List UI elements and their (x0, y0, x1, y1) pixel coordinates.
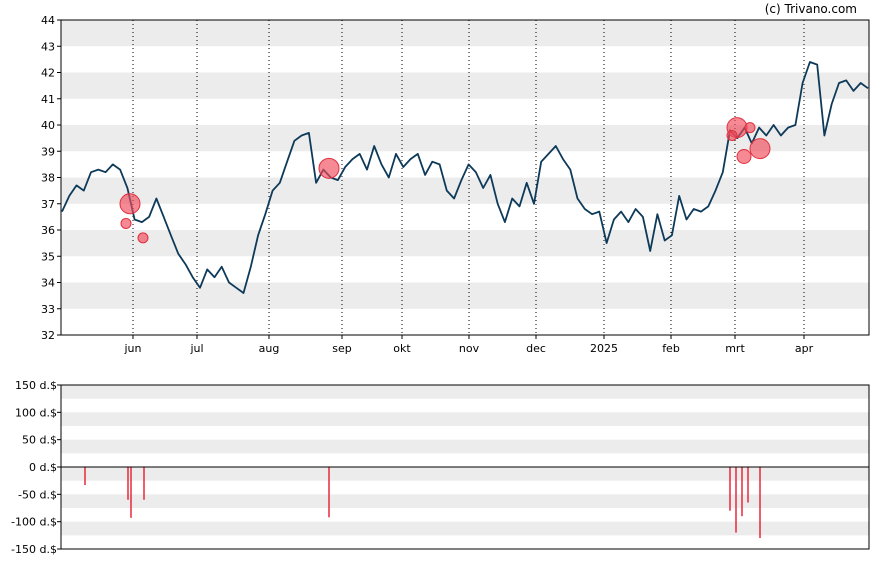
price-y-tick-label: 40 (41, 119, 55, 132)
transaction-marker (749, 138, 771, 160)
transaction-marker (119, 193, 141, 215)
price-y-tick-label: 43 (41, 40, 55, 53)
x-tick-label: mrt (725, 342, 745, 355)
x-tick-label: aug (259, 342, 280, 355)
price-y-tick-labels: 32 33 34 35 36 37 38 39 40 41 42 43 44 (41, 14, 55, 342)
transaction-band (61, 521, 869, 536)
price-y-tick-label: 42 (41, 67, 55, 80)
transaction-marker (120, 217, 132, 229)
price-y-tick-label: 44 (41, 14, 55, 27)
price-y-tick-label: 33 (41, 303, 55, 316)
transaction-y-tick-label: -50 d.$ (18, 488, 57, 501)
transaction-y-tick-label: 100 d.$ (15, 406, 57, 419)
month-gridlines (132, 20, 805, 335)
transaction-marker (318, 157, 340, 179)
transaction-band (61, 412, 869, 426)
x-tick-label: 2025 (590, 342, 618, 355)
price-y-tick-label: 38 (41, 172, 55, 185)
transaction-marker (726, 130, 738, 141)
x-tick-label: jun (124, 342, 142, 355)
x-tick-label: jul (189, 342, 203, 355)
price-band (61, 282, 869, 309)
transaction-bars (84, 467, 761, 539)
transaction-marker (137, 232, 149, 244)
x-tick-label: dec (526, 342, 546, 355)
transaction-y-tick-label: 150 d.$ (15, 379, 57, 392)
x-tick-label: apr (795, 342, 814, 355)
transaction-y-tick-labels: -150 d.$ -100 d.$ -50 d.$ 0 d.$ 50 d.$ 100 d.… (11, 379, 57, 556)
transaction-band (61, 385, 869, 399)
price-y-tick-label: 34 (41, 277, 55, 290)
price-y-tick-label: 36 (41, 224, 55, 237)
transaction-y-tick-label: -150 d.$ (11, 543, 57, 556)
transaction-band (61, 494, 869, 508)
price-band (61, 72, 869, 99)
transaction-band (61, 439, 869, 454)
transaction-band (61, 467, 869, 481)
credit-label: (c) Trivano.com (765, 2, 857, 16)
price-y-tick-label: 39 (41, 145, 55, 158)
transaction-marker (744, 122, 756, 134)
chart-axes (57, 19, 870, 550)
transaction-y-tick-label: 50 d.$ (22, 434, 57, 447)
x-tick-label: sep (332, 342, 351, 355)
price-y-tick-label: 37 (41, 198, 55, 211)
price-band (61, 177, 869, 204)
price-band (61, 230, 869, 257)
x-tick-labels: jun jul aug sep okt nov dec 2025 feb mrt apr (124, 342, 814, 355)
transaction-y-tick-label: -100 d.$ (11, 516, 57, 529)
price-band (61, 20, 869, 47)
x-tick-label: nov (459, 342, 480, 355)
x-tick-label: okt (393, 342, 411, 355)
x-tick-label: feb (662, 342, 680, 355)
price-y-tick-label: 35 (41, 250, 55, 263)
transaction-marker (736, 149, 752, 164)
transaction-markers (119, 117, 771, 244)
transaction-y-tick-label: 0 d.$ (29, 461, 57, 474)
transaction-chart-bands (61, 385, 869, 536)
price-y-tick-label: 41 (41, 93, 55, 106)
price-chart-bands (61, 20, 869, 309)
price-y-tick-label: 32 (41, 329, 55, 342)
